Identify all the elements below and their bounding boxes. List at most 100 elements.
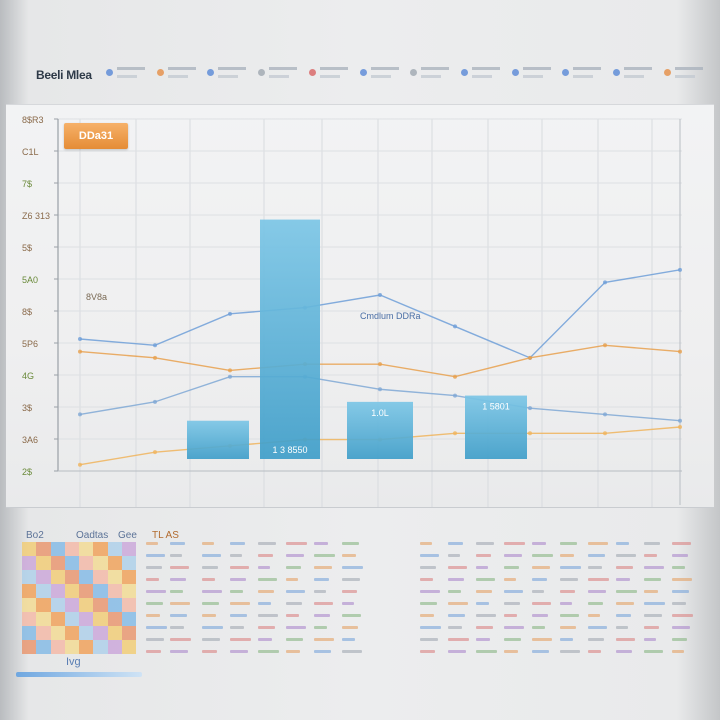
table-cell	[616, 554, 636, 557]
table-cell	[170, 542, 185, 545]
table-cell	[616, 626, 628, 629]
table-cell	[644, 542, 660, 545]
toolbar-item[interactable]	[256, 60, 302, 86]
toolbar-item-sub-line	[421, 75, 442, 78]
table-cell	[448, 602, 468, 605]
table-cell	[420, 650, 435, 653]
table-cell	[504, 542, 525, 545]
table-cell	[202, 602, 219, 605]
series-point	[78, 462, 82, 467]
scroll-bar[interactable]	[16, 672, 142, 677]
table-cell	[286, 578, 298, 581]
heatmap-cell	[121, 598, 136, 612]
gray-dot-icon	[410, 69, 418, 76]
table-cell	[314, 590, 326, 593]
heatmap-cell	[121, 556, 136, 570]
heatmap-cell	[79, 626, 94, 640]
table-cell	[644, 650, 663, 653]
table-cell	[560, 638, 573, 641]
table-column	[588, 542, 610, 662]
bar	[260, 219, 320, 459]
bar	[347, 401, 413, 459]
table-cell	[258, 578, 277, 581]
series-point	[228, 311, 232, 316]
table-cell	[202, 590, 222, 593]
table-cell	[560, 578, 578, 581]
series-point	[378, 387, 382, 392]
page-title: Beeli Mlea	[36, 68, 92, 82]
y-tick-label: 3$	[22, 403, 32, 413]
table-column	[286, 542, 308, 662]
toolbar-item[interactable]	[662, 60, 708, 86]
table-cell	[146, 638, 164, 641]
table-cell	[448, 614, 465, 617]
table-cell	[644, 614, 662, 617]
toolbar-item[interactable]	[459, 60, 505, 86]
table-cell	[476, 626, 493, 629]
table-cell	[230, 614, 247, 617]
table-cell	[672, 578, 692, 581]
table-cell	[170, 638, 191, 641]
toolbar-item[interactable]	[307, 60, 353, 86]
table-cell	[420, 602, 437, 605]
bar-label: 1 5801	[482, 402, 510, 412]
table-column	[146, 542, 168, 662]
table-cell	[314, 542, 328, 545]
table-cell	[170, 602, 190, 605]
heatmap-cell	[50, 640, 65, 654]
toolbar-item[interactable]	[611, 60, 657, 86]
toolbar-item[interactable]	[104, 60, 150, 86]
table-cell	[644, 602, 665, 605]
toolbar-item[interactable]	[560, 60, 606, 86]
table-cell	[230, 554, 242, 557]
heatmap-cell	[36, 556, 51, 570]
table-column	[672, 542, 694, 662]
heatmap-cell	[64, 598, 79, 612]
table-cell	[560, 650, 580, 653]
table-cell	[532, 602, 551, 605]
heatmap-cell	[107, 612, 122, 626]
table-cell	[448, 542, 463, 545]
table-cell	[170, 566, 189, 569]
toolbar-item[interactable]	[510, 60, 556, 86]
toolbar-item[interactable]	[408, 60, 454, 86]
toolbar-item[interactable]	[205, 60, 251, 86]
table-cell	[476, 578, 495, 581]
series-point	[78, 349, 82, 354]
table-cell	[230, 638, 251, 641]
heatmap-cell	[121, 584, 136, 598]
toolbar-item-label-line	[624, 67, 653, 70]
table-cell	[504, 566, 519, 569]
table-cell	[420, 590, 440, 593]
series-point	[153, 355, 157, 360]
table-cell	[532, 590, 544, 593]
table-cell	[146, 626, 167, 629]
table-cell	[616, 638, 635, 641]
toolbar-item-label-line	[472, 67, 501, 70]
blue-dot-icon	[562, 69, 570, 76]
toolbar-item-sub-line	[269, 75, 290, 78]
series-point	[678, 418, 682, 423]
heatmap-cell	[64, 626, 79, 640]
table-cell	[202, 542, 214, 545]
chart-label-box[interactable]: DDa31	[64, 123, 128, 149]
table-cell	[560, 566, 581, 569]
bottom-title: Bo2	[26, 530, 44, 541]
heatmap-cell	[22, 570, 37, 584]
heatmap-cell	[93, 640, 108, 654]
heatmap-cell	[64, 542, 79, 556]
table-cell	[230, 602, 250, 605]
toolbar-item[interactable]	[155, 60, 201, 86]
toolbar-item[interactable]	[358, 60, 404, 86]
heatmap-cell	[50, 584, 65, 598]
toolbar-item-label-line	[319, 67, 348, 70]
table-cell	[420, 614, 434, 617]
series-point	[153, 450, 157, 455]
table-cell	[286, 554, 304, 557]
y-tick-label: Z6 313	[22, 211, 50, 221]
table-cell	[616, 542, 629, 545]
blue-dot-icon	[511, 69, 519, 76]
table-cell	[672, 566, 685, 569]
table-cell	[672, 638, 687, 641]
heatmap-cell	[50, 542, 65, 556]
